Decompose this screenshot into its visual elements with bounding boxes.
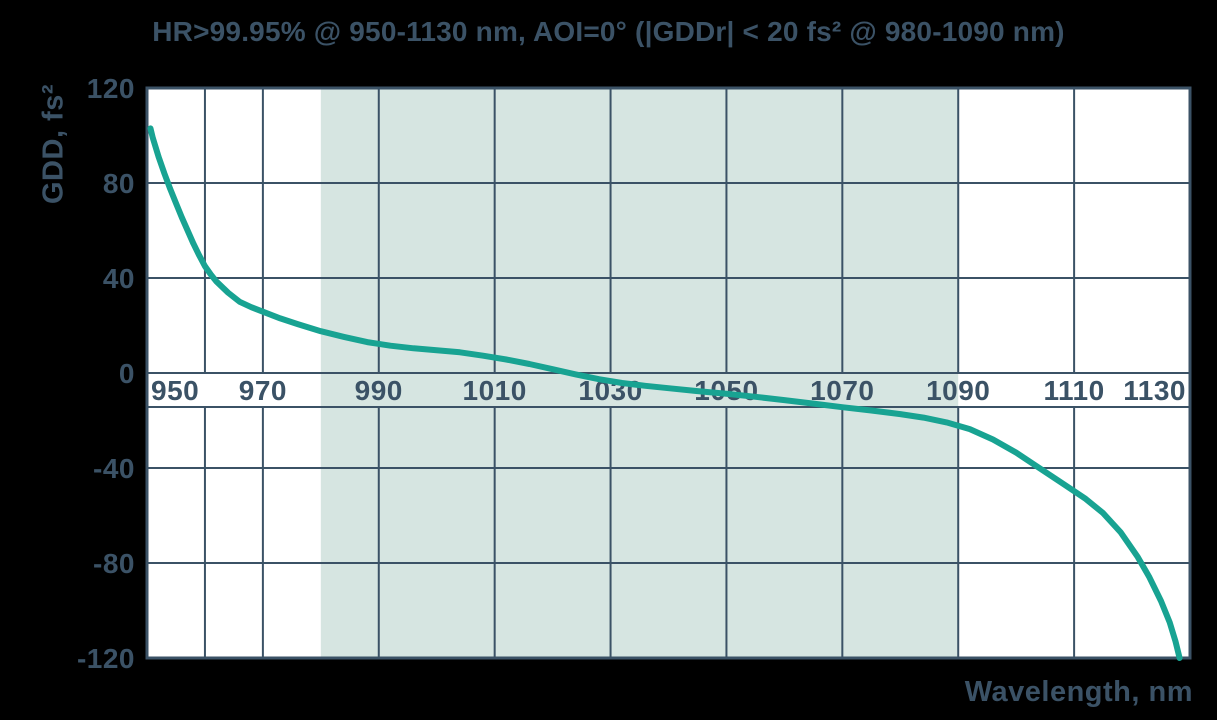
- plot-border: [145, 86, 1192, 660]
- y-tick-label: 120: [87, 73, 135, 104]
- x-tick-label: 1110: [1044, 375, 1105, 406]
- chart-title: HR>99.95% @ 950-1130 nm, AOI=0° (|GDDr| …: [152, 16, 1065, 47]
- y-tick-label: 80: [103, 168, 135, 199]
- x-axis-title: Wavelength, nm: [964, 676, 1193, 708]
- x-tick-label: 1010: [463, 375, 527, 406]
- x-tick-label: 1130: [1123, 375, 1186, 406]
- x-tick-label: 950: [151, 375, 199, 406]
- y-tick-label: 40: [103, 263, 135, 294]
- x-tick-label: 1070: [810, 375, 874, 406]
- y-tick-label: -80: [93, 548, 135, 579]
- y-tick-label: -40: [93, 453, 135, 484]
- y-tick-label: -120: [77, 643, 135, 674]
- x-tick-label: 1090: [926, 375, 990, 406]
- x-tick-label: 990: [355, 375, 403, 406]
- gdd-curve: [147, 125, 1183, 661]
- x-tick-label: 970: [239, 375, 287, 406]
- y-tick-label: 0: [119, 358, 135, 389]
